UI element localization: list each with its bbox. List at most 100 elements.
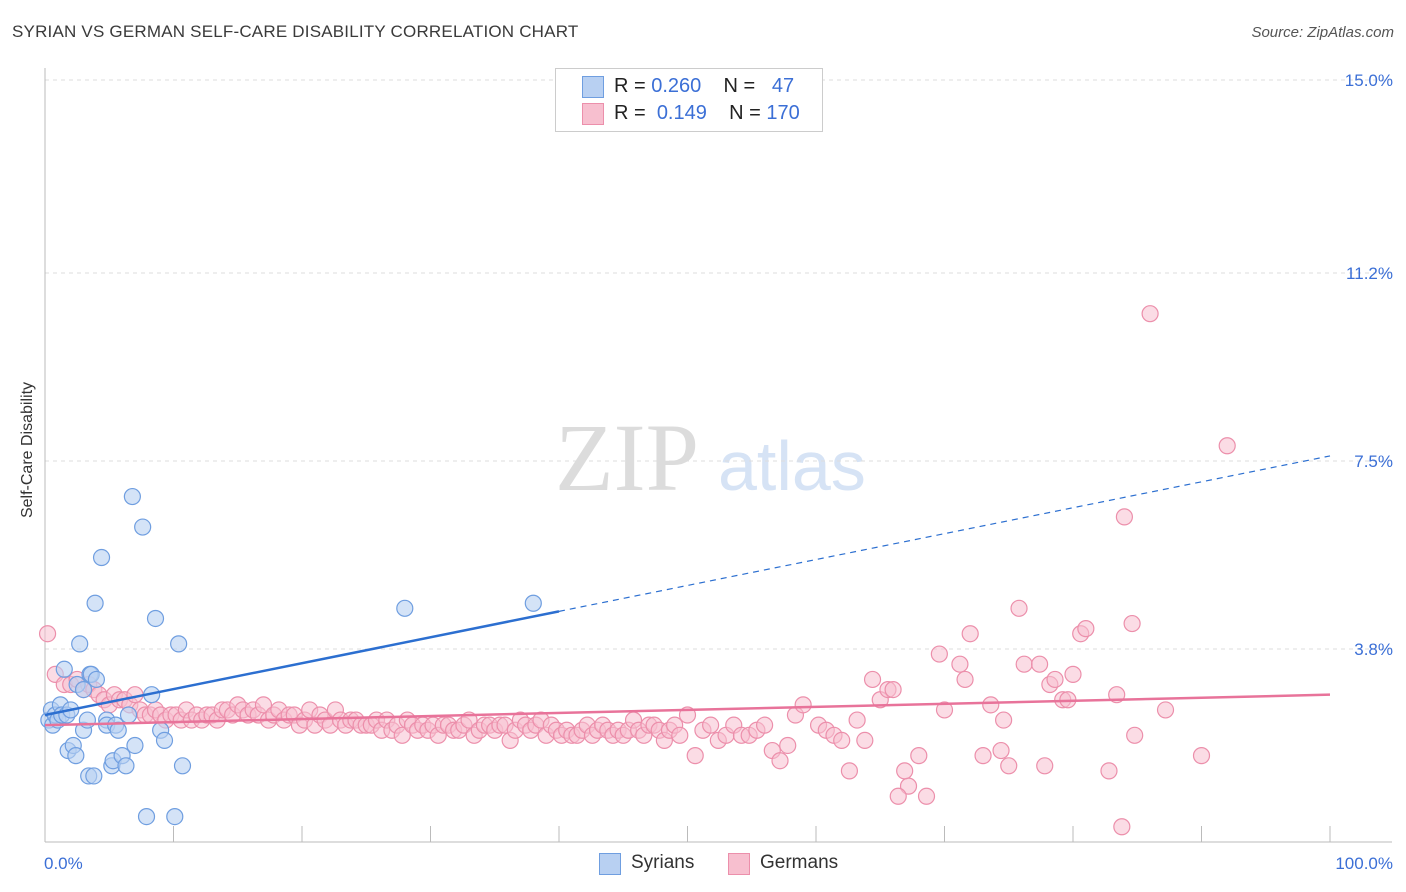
germans-point	[1046, 670, 1064, 689]
germans-point	[848, 711, 866, 729]
legend-germans-r-value: 0.149	[656, 102, 707, 124]
germans-point	[884, 680, 902, 699]
y-tick-label: 11.2%	[1346, 264, 1393, 283]
germans-point	[1113, 818, 1131, 836]
syrians-point	[173, 757, 192, 775]
y-tick-label: 15.0%	[1345, 71, 1393, 90]
syrians-point	[87, 670, 106, 689]
syrians-point	[85, 767, 103, 785]
legend-germans-n-label: N =	[729, 102, 767, 124]
watermark-zip: ZIP	[555, 404, 699, 511]
bottom-legend-label-syrians: Syrians	[631, 852, 695, 873]
gridlines	[45, 79, 1392, 650]
germans-point	[974, 747, 992, 765]
germans-point	[935, 701, 954, 719]
y-tick-label: 7.5%	[1354, 452, 1393, 471]
germans-point	[1077, 620, 1095, 638]
tick-labels: 3.8% 7.5% 11.2% 15.0% 0.0% 100.0%	[44, 71, 1393, 873]
legend-syrians-n-label: N =	[723, 75, 761, 97]
germans-point	[961, 625, 979, 643]
germans-point	[1000, 757, 1018, 775]
syrians-point	[74, 680, 93, 699]
germans-point	[1100, 762, 1118, 780]
germans-point	[1064, 665, 1082, 683]
syrians-point	[524, 594, 542, 612]
x-tick-label: 0.0%	[44, 854, 83, 873]
bottom-legend-label-germans: Germans	[760, 852, 839, 873]
germans-point	[393, 726, 411, 744]
legend-box: R = 0.260 N = 47 R = 0.149 N = 170	[555, 68, 823, 132]
germans-point	[38, 625, 57, 643]
syrians-point	[396, 599, 414, 617]
syrians-point	[146, 609, 165, 628]
germans-point	[755, 716, 774, 734]
germans-point	[1010, 599, 1028, 617]
germans-point	[856, 731, 874, 750]
germans-point	[1192, 747, 1211, 765]
syrians-point	[55, 660, 73, 678]
bottom-legend-swatch-germans	[728, 853, 750, 875]
germans-point	[1156, 701, 1175, 719]
source-label: Source: ZipAtlas.com	[1251, 24, 1394, 41]
syrians-point	[155, 731, 174, 750]
germans-point	[910, 747, 928, 765]
syrians-point	[119, 706, 138, 724]
syrians-point	[126, 736, 144, 755]
syrians-point	[92, 548, 111, 567]
legend-germans-n-value: 170	[766, 102, 800, 124]
germans-point	[889, 787, 907, 805]
syrians-point	[123, 487, 141, 506]
legend-syrians-r-label: R =	[614, 75, 652, 97]
germans-point	[1123, 614, 1141, 633]
germans-point	[833, 731, 851, 750]
germans-point	[779, 736, 797, 755]
syrians-point	[117, 757, 135, 775]
legend-swatch-syrians	[582, 76, 604, 98]
germans-point	[896, 762, 914, 780]
germans-point	[951, 655, 969, 673]
germans-point	[956, 670, 974, 689]
germans-point	[1126, 726, 1144, 744]
germans-point	[1218, 437, 1236, 455]
bottom-legend-swatch-syrians	[599, 853, 621, 875]
germans-point	[982, 696, 1000, 714]
legend-syrians-n-value: 47	[771, 75, 795, 97]
syrians-point	[137, 807, 156, 826]
trend-line-syrians	[44, 610, 560, 717]
watermark-atlas: atlas	[718, 427, 866, 505]
germans-points	[38, 305, 1236, 836]
chart-title: SYRIAN VS GERMAN SELF-CARE DISABILITY CO…	[12, 22, 579, 41]
germans-point	[1036, 757, 1054, 775]
germans-point	[930, 645, 948, 663]
trend-line-germans	[44, 693, 1331, 727]
syrians-points	[40, 487, 542, 826]
germans-point	[771, 752, 789, 770]
legend-germans-r-label: R =	[614, 102, 652, 124]
syrians-point	[67, 747, 85, 765]
germans-point	[686, 747, 704, 765]
germans-point	[1141, 305, 1159, 323]
germans-point	[1015, 655, 1033, 673]
syrians-point	[166, 807, 184, 826]
legend-syrians-r-value: 0.260	[651, 75, 702, 97]
germans-point	[794, 696, 812, 714]
y-tick-label: 3.8%	[1354, 640, 1393, 659]
germans-point	[254, 696, 273, 714]
germans-point	[863, 670, 882, 689]
germans-point	[992, 741, 1010, 760]
syrians-point	[170, 635, 188, 653]
germans-point	[840, 762, 859, 780]
germans-point	[1115, 508, 1134, 526]
x-tick-label: 100.0%	[1335, 854, 1393, 873]
syrians-point	[134, 518, 152, 536]
germans-point	[1030, 655, 1049, 673]
syrians-point	[78, 711, 97, 729]
trend-lines	[44, 455, 1331, 727]
germans-point	[702, 716, 720, 734]
watermark: ZIP atlas	[555, 404, 866, 511]
germans-point	[917, 787, 936, 805]
germans-point	[995, 711, 1013, 729]
legend-swatch-germans	[582, 103, 604, 125]
germans-point	[671, 726, 689, 744]
